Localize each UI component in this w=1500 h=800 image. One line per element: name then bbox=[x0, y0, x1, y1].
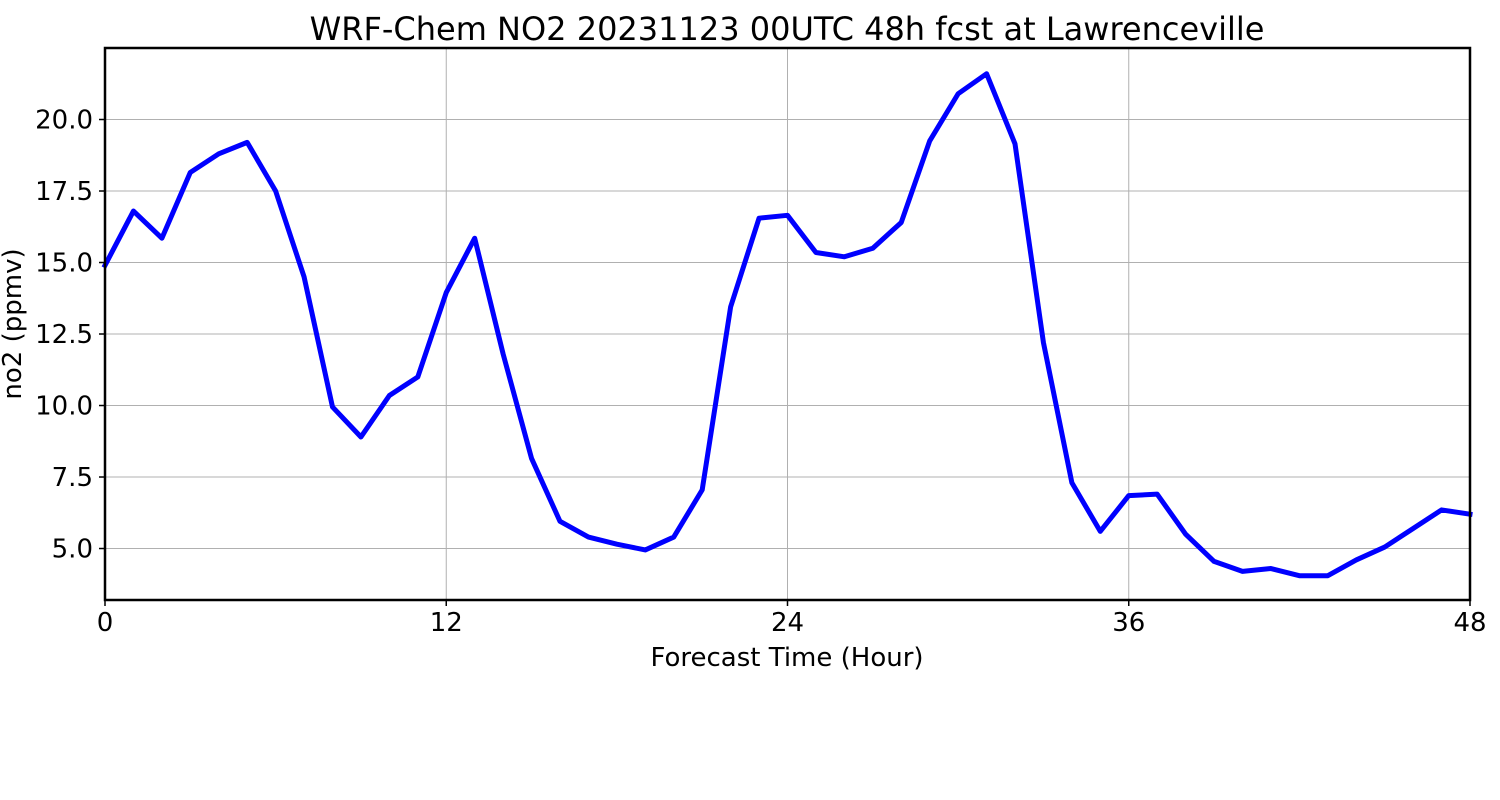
y-tick-label: 20.0 bbox=[35, 106, 93, 136]
y-tick-label: 7.5 bbox=[52, 463, 93, 493]
y-axis-label: no2 (ppmv) bbox=[0, 248, 28, 399]
y-tick-label: 12.5 bbox=[35, 320, 93, 350]
x-tick-label: 12 bbox=[430, 608, 463, 638]
x-tick-label: 0 bbox=[97, 608, 114, 638]
x-tick-label: 36 bbox=[1112, 608, 1145, 638]
y-tick-label: 17.5 bbox=[35, 177, 93, 207]
no2-series-line bbox=[101, 71, 1473, 579]
x-axis-label: Forecast Time (Hour) bbox=[650, 643, 923, 673]
chart-title: WRF-Chem NO2 20231123 00UTC 48h fcst at … bbox=[310, 10, 1265, 48]
y-tick-label: 5.0 bbox=[52, 535, 93, 565]
x-tick-label: 24 bbox=[771, 608, 804, 638]
x-tick-label: 48 bbox=[1453, 608, 1486, 638]
y-tick-label: 15.0 bbox=[35, 249, 93, 279]
y-tick-label: 10.0 bbox=[35, 392, 93, 422]
